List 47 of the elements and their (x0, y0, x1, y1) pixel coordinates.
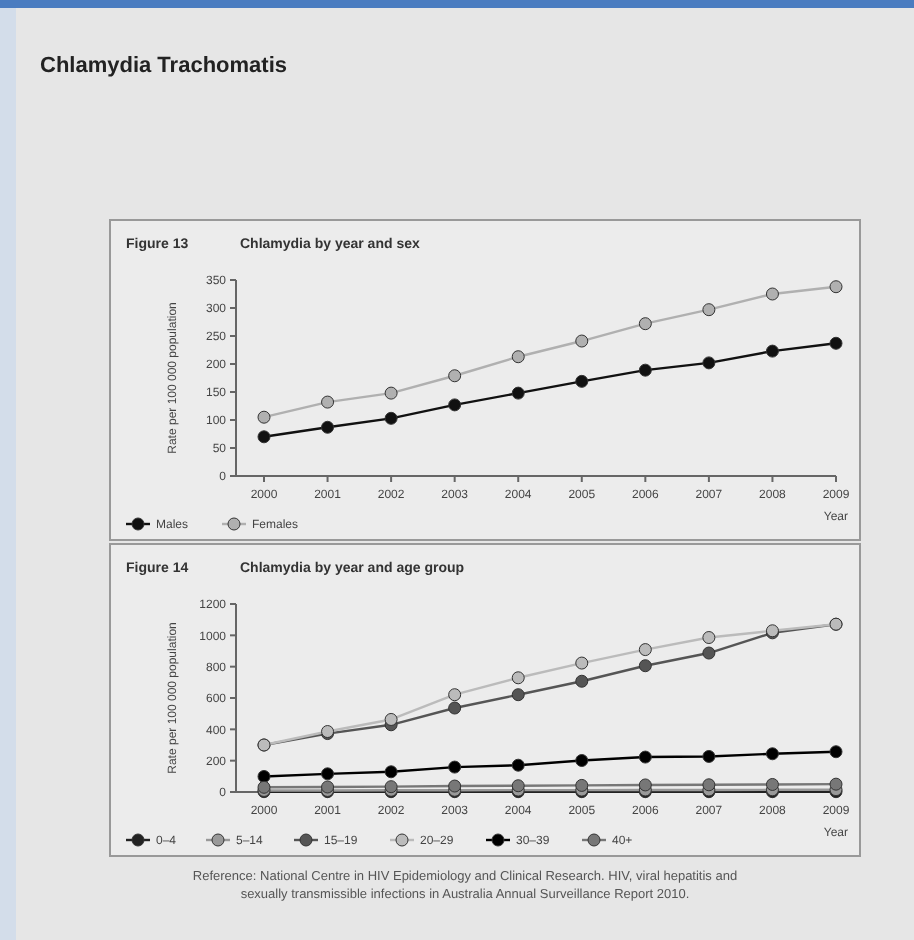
point (638, 659, 652, 673)
point (448, 688, 462, 702)
point (702, 303, 716, 317)
point (321, 767, 335, 781)
point (511, 758, 525, 772)
point (829, 777, 843, 791)
point (702, 631, 716, 645)
point (765, 747, 779, 761)
point (829, 336, 843, 350)
point (257, 769, 271, 783)
point (384, 411, 398, 425)
point (765, 287, 779, 301)
point (257, 410, 271, 424)
point (638, 363, 652, 377)
point (384, 712, 398, 726)
point (321, 420, 335, 434)
point (638, 317, 652, 331)
point (829, 745, 843, 759)
point (384, 765, 398, 779)
text: Chlamydia Trachomatis (40, 54, 287, 78)
point (321, 395, 335, 409)
point (702, 356, 716, 370)
point (511, 671, 525, 685)
point (638, 643, 652, 657)
point (765, 777, 779, 791)
point (448, 369, 462, 383)
point (575, 374, 589, 388)
point (702, 778, 716, 792)
point (638, 778, 652, 792)
point (575, 674, 589, 688)
point (384, 386, 398, 400)
point (448, 760, 462, 774)
point (448, 701, 462, 715)
point (575, 334, 589, 348)
point (702, 749, 716, 763)
point (829, 280, 843, 294)
point (511, 386, 525, 400)
point (511, 350, 525, 364)
point (575, 778, 589, 792)
point (702, 646, 716, 660)
point (575, 656, 589, 670)
point (257, 430, 271, 444)
point (638, 750, 652, 764)
point (511, 688, 525, 702)
point (575, 754, 589, 768)
point (448, 398, 462, 412)
point (765, 344, 779, 358)
